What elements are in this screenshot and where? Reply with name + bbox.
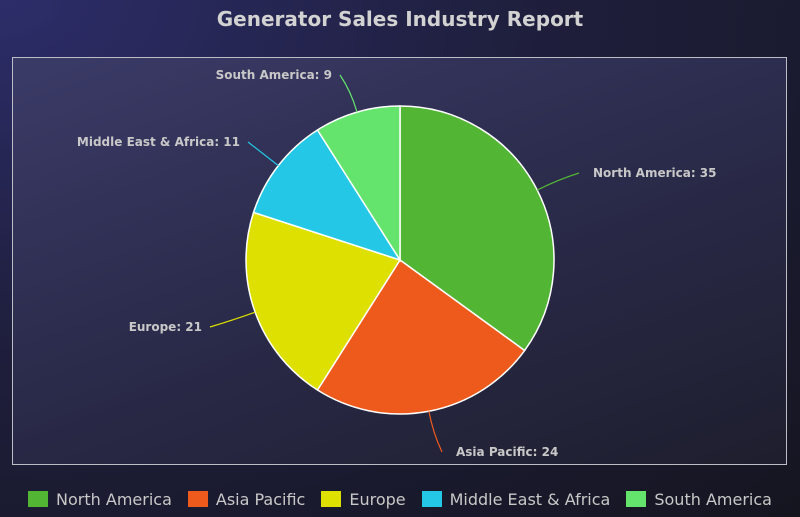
slice-label: Middle East & Africa: 11 [77,135,240,149]
legend: North America Asia Pacific Europe Middle Ea… [0,487,800,511]
legend-label: North America [56,489,172,509]
slice-label: North America: 35 [593,166,717,180]
legend-swatch [187,491,208,507]
chart-title: Generator Sales Industry Report [216,7,584,31]
legend-label: Middle East & Africa [449,489,611,509]
pie-slice-south-america [316,105,401,263]
pie-slice-europe [245,211,402,392]
leader-line [339,74,358,113]
leader-line [536,172,580,191]
slice-label: Europe: 21 [129,320,202,334]
legend-label: South America [654,489,772,509]
legend-swatch [321,491,342,507]
legend-item: Europe [321,489,406,509]
legend-item: North America [28,490,172,509]
leader-line [209,311,256,328]
pie-slices [245,105,555,415]
legend-label: Europe [349,489,406,509]
legend-swatch [421,491,442,507]
pie-slice-middle-east-africa [252,128,402,262]
legend-label: Asia Pacific [215,489,306,509]
pie-slice-north-america [399,105,555,352]
legend-item: South America [626,490,772,509]
legend-item: Middle East & Africa [421,489,611,509]
leader-line [247,141,279,167]
slice-label: South America: 9 [216,68,332,82]
pie-slice-asia-pacific [316,258,526,415]
slice-label: Asia Pacific: 24 [456,445,558,459]
legend-item: Asia Pacific [187,489,306,509]
legend-swatch [28,491,49,507]
leader-lines [209,74,580,453]
legend-swatch [626,491,647,507]
slice-labels: North America: 35 Asia Pacific: 24 Europe:… [77,68,717,459]
leader-line [428,411,443,453]
